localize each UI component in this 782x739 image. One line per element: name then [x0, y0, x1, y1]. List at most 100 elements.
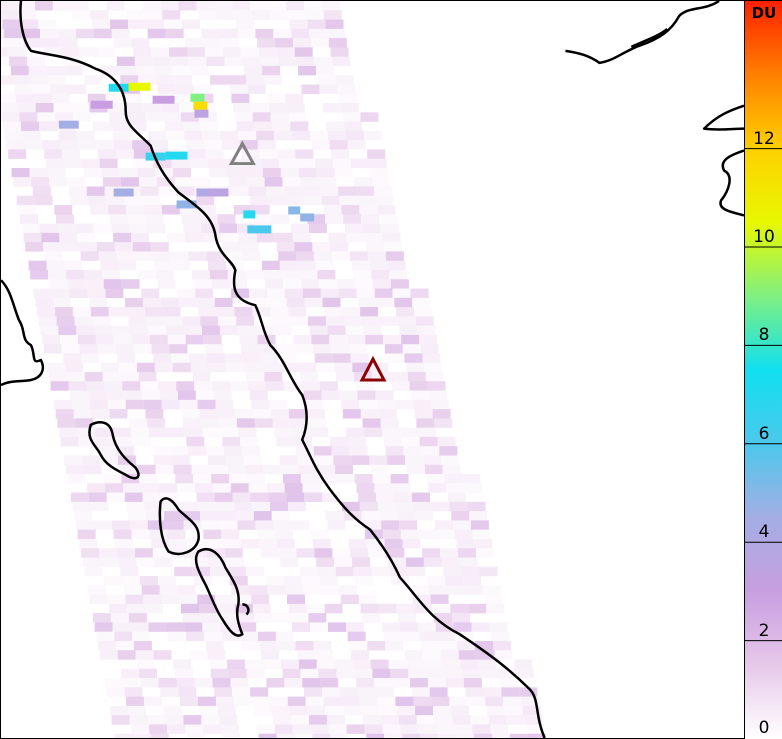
so2-pixel — [238, 130, 257, 141]
so2-pixel — [97, 344, 116, 354]
so2-pixel — [355, 381, 374, 391]
so2-pixel — [199, 705, 218, 716]
so2-pixel — [389, 371, 408, 382]
so2-pixel — [290, 121, 309, 132]
so2-pixel — [200, 316, 219, 326]
so2-pixel — [332, 353, 351, 363]
so2-pixel — [231, 93, 250, 104]
so2-pixel — [72, 307, 91, 317]
so2-pixel — [308, 613, 327, 623]
so2-pixel — [184, 622, 203, 632]
so2-pixel — [132, 140, 151, 150]
so2-pixel — [61, 242, 79, 252]
so2-pixel — [79, 47, 98, 57]
so2-pixel — [330, 733, 349, 738]
so2-pixel — [349, 640, 368, 651]
so2-pixel — [1, 56, 10, 67]
so2-pixel — [51, 288, 70, 298]
so2-pixel — [314, 548, 333, 558]
so2-pixel — [142, 195, 161, 206]
so2-pixel — [430, 594, 449, 605]
so2-pixel — [389, 269, 408, 280]
so2-pixel-high — [90, 100, 113, 109]
so2-pixel — [129, 223, 148, 234]
so2-pixel — [262, 65, 281, 76]
so2-pixel — [334, 362, 353, 373]
so2-pixel — [280, 362, 299, 373]
so2-pixel — [300, 474, 319, 484]
so2-pixel — [331, 446, 350, 456]
so2-pixel — [114, 140, 133, 150]
so2-pixel — [235, 409, 254, 419]
so2-pixel — [143, 103, 162, 113]
so2-pixel — [375, 195, 394, 206]
so2-pixel — [313, 446, 332, 456]
so2-pixel — [56, 316, 75, 326]
so2-pixel — [325, 705, 344, 716]
so2-pixel — [462, 668, 481, 679]
so2-pixel-high — [193, 101, 208, 110]
so2-pixel — [63, 158, 82, 169]
so2-pixel — [266, 483, 285, 493]
colorbar-tick-label: 4 — [758, 522, 770, 543]
so2-pixel — [239, 334, 258, 345]
so2-pixel — [442, 464, 461, 475]
so2-pixel — [264, 371, 283, 382]
so2-pixel — [341, 399, 360, 410]
so2-pixel — [70, 390, 89, 401]
so2-pixel — [98, 446, 117, 456]
so2-pixel — [303, 195, 322, 206]
so2-pixel — [154, 557, 173, 567]
so2-pixel — [233, 103, 252, 113]
so2-pixel — [358, 297, 377, 308]
so2-pixel — [22, 28, 41, 39]
so2-pixel — [388, 659, 407, 669]
so2-pixel — [438, 733, 457, 738]
so2-pixel — [104, 381, 123, 391]
so2-pixel — [224, 56, 243, 67]
so2-pixel — [59, 427, 78, 438]
mainland-coastline — [19, 1, 546, 738]
so2-pixel — [362, 223, 381, 234]
so2-pixel — [202, 427, 221, 438]
so2-pixel — [220, 622, 239, 632]
volcano-marker-gray[interactable] — [228, 140, 256, 166]
so2-pixel — [69, 288, 88, 298]
so2-pixel — [268, 492, 287, 503]
so2-pixel — [75, 418, 94, 428]
so2-pixel — [73, 112, 92, 122]
so2-pixel — [252, 603, 271, 614]
so2-pixel — [92, 613, 111, 623]
volcano-marker-red[interactable] — [359, 355, 387, 382]
so2-pixel — [74, 511, 93, 521]
so2-pixel — [267, 585, 286, 595]
so2-pixel — [418, 529, 437, 540]
so2-pixel — [96, 140, 115, 150]
so2-pixel — [89, 399, 108, 410]
so2-pixel — [319, 576, 338, 586]
so2-pixel — [350, 158, 369, 169]
so2-pixel — [257, 140, 276, 150]
so2-pixel — [395, 501, 414, 512]
so2-pixel — [279, 158, 298, 169]
so2-pixel — [298, 167, 317, 178]
so2-pixel — [155, 269, 174, 280]
so2-pixel — [394, 492, 412, 503]
so2-pixel — [377, 399, 396, 410]
so2-pixel — [301, 84, 320, 94]
so2-pixel — [372, 668, 391, 679]
so2-pixel — [346, 427, 365, 438]
so2-pixel — [127, 705, 146, 716]
so2-pixel — [367, 149, 386, 159]
so2-pixel — [429, 687, 448, 697]
so2-pixel — [418, 427, 437, 438]
so2-pixel — [416, 715, 435, 725]
so2-pixel — [354, 474, 373, 484]
so2-pixel — [261, 260, 280, 271]
so2-pixel — [452, 520, 471, 530]
so2-pixel — [343, 705, 362, 716]
so2-pixel — [126, 205, 145, 215]
so2-pixel — [200, 613, 219, 623]
so2-pixel — [405, 455, 424, 465]
so2-pixel — [320, 678, 339, 688]
